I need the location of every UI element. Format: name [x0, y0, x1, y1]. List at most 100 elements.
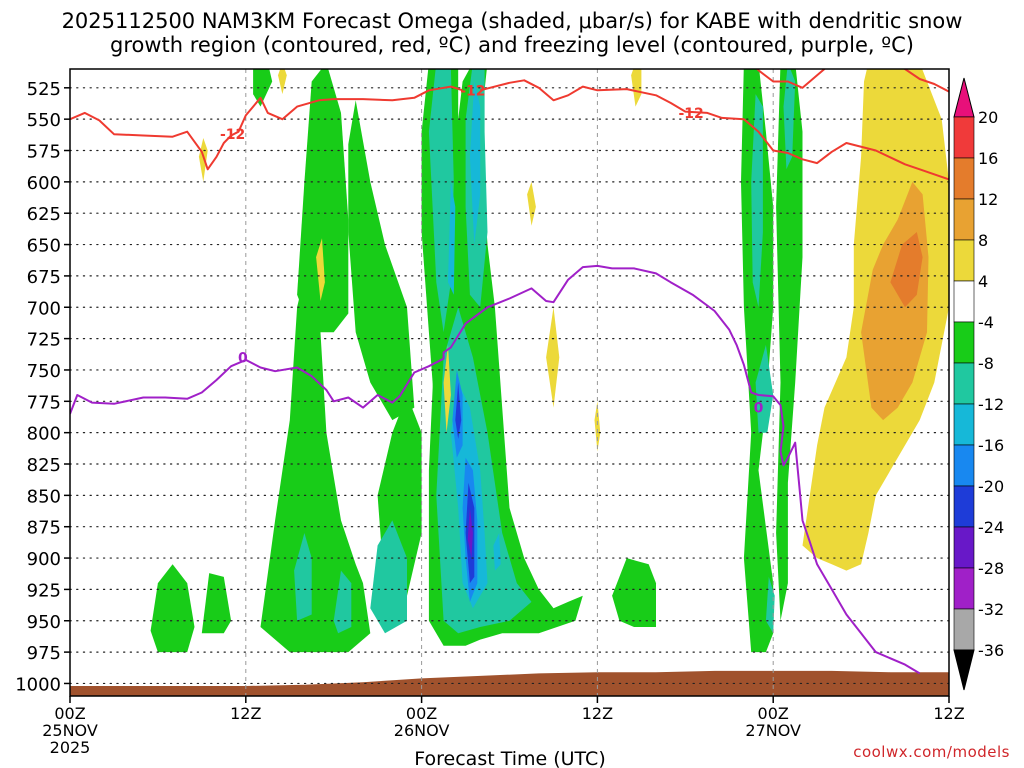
x-tick-label-36: 12Z [582, 704, 613, 723]
colorbar-bin-4 [953, 280, 975, 323]
omega-region-36 [594, 401, 601, 452]
omega-region-34 [443, 344, 451, 433]
freezing-level-contour-line-0 [70, 264, 921, 675]
colorbar-bin-1 [953, 157, 975, 200]
colorbar-label-9: -20 [978, 477, 1004, 496]
omega-region-19 [755, 344, 774, 433]
omega-region-30 [467, 507, 473, 559]
x-axis-label: Forecast Time (UTC) [414, 748, 605, 768]
omega-region-28 [455, 382, 462, 439]
colorbar-label-1: 16 [978, 149, 998, 168]
omega-region-12 [294, 533, 312, 621]
x-tick-date-24: 26NOV [394, 721, 450, 740]
chart-title-line-1: 2025112500 NAM3KM Forecast Omega (shaded… [61, 9, 963, 33]
y-tick-label-525: 525 [27, 79, 61, 100]
omega-region-31 [278, 69, 287, 95]
omega-region-8 [612, 558, 656, 627]
x-tick-label-0: 00Z [54, 704, 85, 723]
colorbar-bin-8 [953, 444, 975, 487]
x-tick-year-0: 2025 [50, 738, 91, 757]
omega-region-20 [765, 576, 775, 634]
omega-region-15 [428, 69, 454, 333]
colorbar-bin-7 [953, 403, 975, 446]
y-tick-label-925: 925 [27, 580, 61, 601]
omega-region-25 [493, 533, 501, 571]
omega-region-21 [783, 69, 796, 170]
terrain-layer [70, 670, 949, 696]
colorbar-label-11: -28 [978, 559, 1004, 578]
y-tick-label-725: 725 [27, 330, 61, 351]
dgz-contour-label-1: -12 [460, 83, 485, 99]
y-tick-label-825: 825 [27, 455, 61, 476]
omega-region-4 [348, 100, 415, 421]
y-tick-label-950: 950 [27, 612, 61, 633]
watermark: coolwx.com/models [853, 743, 1010, 761]
y-tick-label-675: 675 [27, 267, 61, 288]
omega-region-24 [469, 81, 481, 245]
dgz-contour-line-3 [902, 69, 949, 93]
colorbar-label-13: -36 [978, 641, 1004, 660]
colorbar-label-7: -12 [978, 395, 1004, 414]
x-tick-date-0: 25NOV [42, 721, 98, 740]
colorbar-label-4: 4 [978, 272, 988, 291]
pressure-axis: 525 550 575 600 625 650 675 700 725 750 775 800 825 8… [15, 79, 70, 695]
chart-title-line-2: growth region (contoured, red, ºC) and f… [110, 33, 914, 57]
y-tick-label-800: 800 [27, 424, 61, 445]
y-tick-label-850: 850 [27, 486, 61, 507]
plot-frame [69, 68, 950, 697]
x-tick-label-48: 00Z [758, 704, 789, 723]
y-tick-label-550: 550 [27, 110, 61, 131]
omega-region-37 [631, 69, 642, 107]
colorbar-label-2: 12 [978, 190, 998, 209]
colorbar-bin-10 [953, 526, 975, 569]
freezing-level-contour-label-1: 0 [754, 401, 764, 417]
omega-region-3 [297, 69, 349, 333]
dgz-contour-line-1 [479, 79, 949, 181]
y-tick-label-750: 750 [27, 361, 61, 382]
omega-region-18 [751, 94, 763, 308]
y-tick-label-1000: 1000 [15, 674, 61, 695]
omega-region-9 [741, 69, 774, 653]
y-tick-label-600: 600 [27, 173, 61, 194]
colorbar-bin-5 [953, 321, 975, 364]
colorbar-bin-11 [953, 567, 975, 610]
plot-border [69, 68, 950, 697]
colorbar-bin-3 [953, 239, 975, 282]
omega-region-38 [527, 181, 536, 226]
colorbar-label-3: 8 [978, 231, 988, 250]
x-tick-label-24: 00Z [406, 704, 437, 723]
colorbar-bottom-arrow [953, 649, 975, 691]
omega-region-11 [253, 69, 273, 107]
colorbar-bin-12 [953, 608, 975, 651]
y-tick-label-700: 700 [27, 298, 61, 319]
colorbar-bin-9 [953, 485, 975, 528]
colorbar-bin-0 [953, 116, 975, 159]
dgz-contour-label-0: -12 [220, 127, 245, 143]
grid-layer [69, 69, 950, 696]
omega-region-35 [546, 307, 560, 408]
omega-region-32 [198, 138, 208, 182]
colorbar-label-5: -4 [978, 313, 994, 332]
colorbar-top-arrow [953, 77, 975, 118]
omega-region-33 [316, 238, 325, 301]
omega-region-14 [370, 520, 407, 634]
terrain-below-ground [70, 670, 949, 696]
dgz-contour-line-2 [755, 69, 826, 89]
y-tick-label-900: 900 [27, 549, 61, 570]
omega-region-41 [890, 232, 923, 308]
y-tick-label-975: 975 [27, 643, 61, 664]
omega-region-13 [333, 570, 352, 634]
colorbar-label-6: -8 [978, 354, 994, 373]
x-tick-label-12: 12Z [230, 704, 261, 723]
colorbar-label-0: 20 [978, 108, 998, 127]
omega-region-22 [448, 181, 456, 295]
omega-region-10 [776, 69, 803, 621]
colorbar-bin-6 [953, 362, 975, 405]
y-tick-label-625: 625 [27, 204, 61, 225]
y-tick-label-575: 575 [27, 142, 61, 163]
omega-shading-layer [150, 69, 949, 653]
omega-region-0 [150, 564, 195, 653]
omega-region-2 [260, 244, 371, 653]
